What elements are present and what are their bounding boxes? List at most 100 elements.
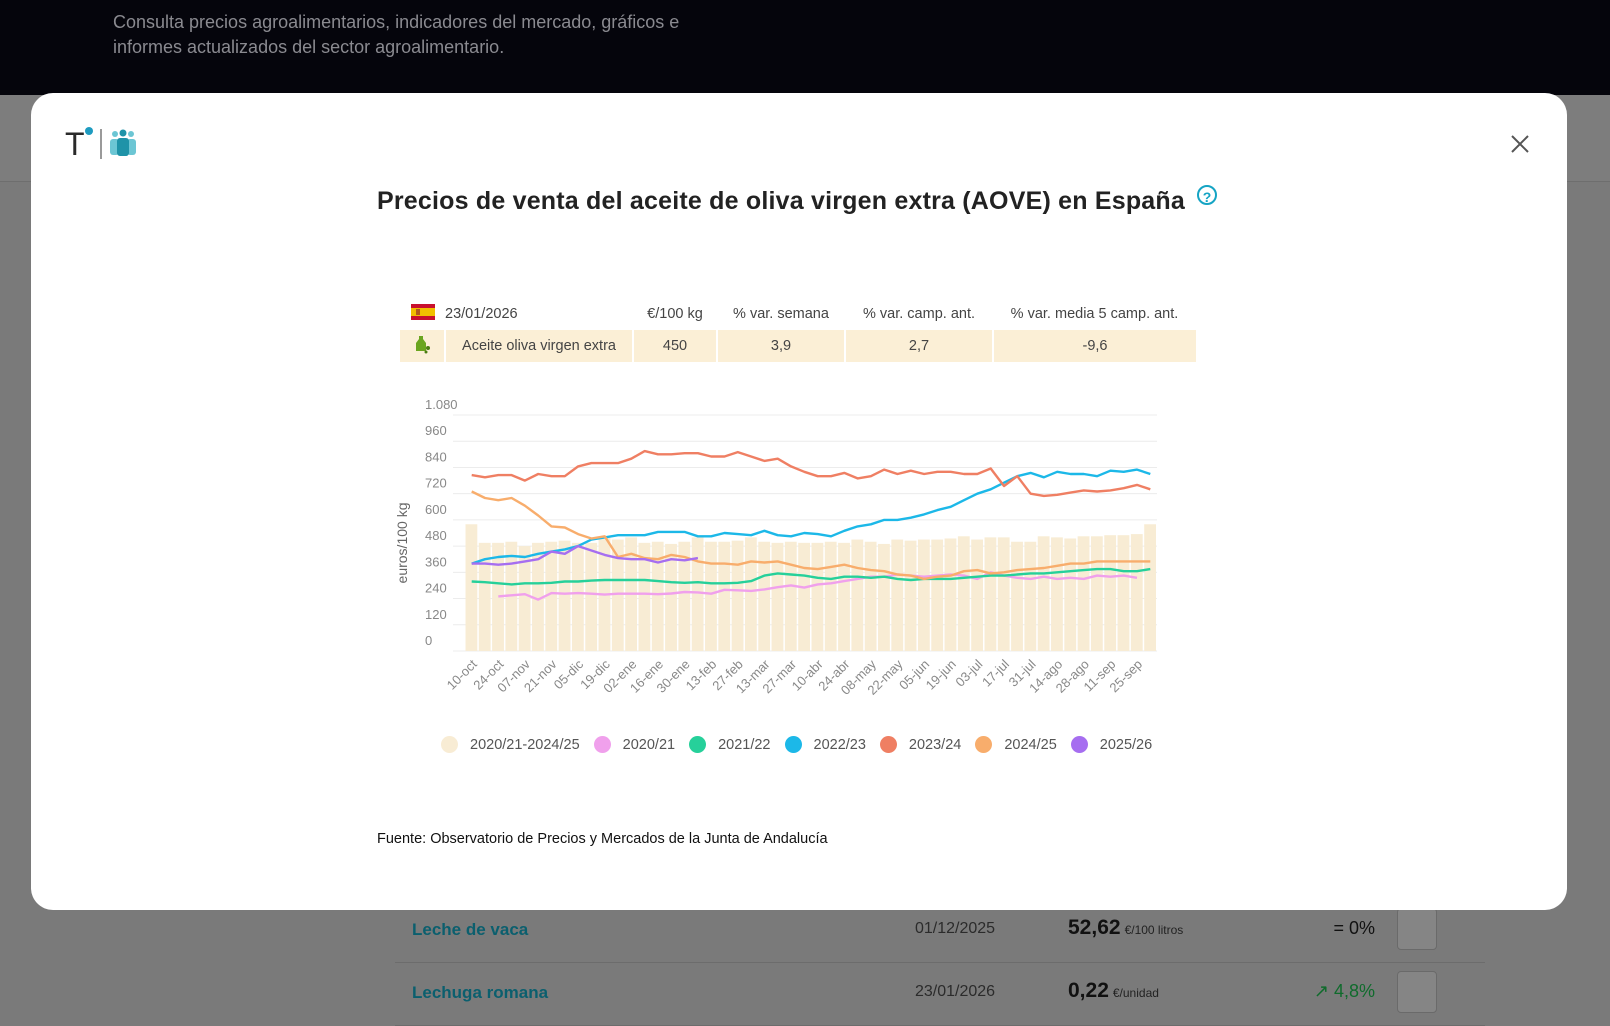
date: 23/01/2026	[445, 306, 518, 322]
chart-thumbnail[interactable]	[1397, 971, 1437, 1013]
bar-average	[917, 539, 930, 651]
chart-title: Precios de venta del aceite de oliva vir…	[377, 187, 1185, 215]
bar-average	[957, 536, 970, 651]
bar-average	[718, 541, 731, 651]
bar-average	[904, 540, 917, 651]
legend-dot-icon	[593, 736, 611, 753]
y-tick-label: 1.080	[425, 397, 458, 412]
bar-average	[585, 542, 598, 651]
product-link[interactable]: Lechuga romana	[412, 983, 549, 1002]
legend-item[interactable]: 2021/22	[689, 736, 771, 753]
legend-label: 2020/21	[622, 736, 676, 753]
series-line-2025-26[interactable]	[471, 544, 699, 566]
series-line-2020-21[interactable]	[498, 571, 1138, 601]
bar-average	[1037, 536, 1050, 651]
bar-average	[638, 542, 651, 651]
olive-oil-icon	[416, 336, 430, 354]
bar-average	[665, 543, 677, 651]
legend-item[interactable]: 2024/25	[975, 736, 1057, 753]
bar-average	[824, 541, 837, 651]
legend-item[interactable]: 2023/24	[879, 736, 962, 753]
y-tick-label: 360	[425, 554, 447, 569]
y-tick-label: 960	[425, 423, 447, 438]
bar-average	[1130, 534, 1143, 651]
bar-average	[851, 539, 864, 651]
bar-average	[1090, 536, 1103, 651]
price: 52,62 €/100 litros	[1068, 916, 1184, 939]
x-tick-label: 19-jun	[923, 657, 959, 693]
product-name: Aceite oliva virgen extra	[444, 330, 633, 362]
price-chart: 0 120 240 360 480 600 720 840 960 1.080 euros/100 …	[394, 397, 1157, 698]
bar-average	[838, 542, 850, 651]
bar-average	[1117, 535, 1130, 651]
y-tick-label: 600	[425, 502, 447, 517]
bar-average	[518, 546, 531, 651]
logo-divider	[100, 129, 102, 159]
legend-label: 2023/24	[908, 736, 962, 753]
bar-average	[611, 539, 624, 651]
close-button[interactable]	[1507, 131, 1533, 157]
legend-dot-icon	[879, 736, 897, 753]
bar-average	[864, 541, 877, 651]
list-item[interactable]: Leche de vaca 01/12/2025 52,62 €/100 litr…	[395, 900, 1485, 963]
price: 0,22 €/unidad	[1068, 979, 1159, 1002]
legend-item[interactable]: 2025/26	[1070, 736, 1153, 753]
bar-average	[931, 539, 944, 651]
bar-average	[984, 537, 997, 651]
bar-average	[878, 543, 890, 651]
source-note: Fuente: Observatorio de Precios y Mercad…	[377, 831, 828, 847]
var-media: -9,6	[992, 330, 1196, 362]
spain-flag-icon	[410, 304, 435, 320]
bar-average	[758, 541, 771, 651]
legend-dot-icon	[1070, 736, 1088, 753]
legend-dot-icon	[441, 736, 458, 753]
legend-item[interactable]: 2020/21	[593, 736, 676, 753]
x-tick-label: 17-jul	[979, 656, 1012, 689]
y-tick-label: 480	[425, 528, 447, 543]
legend-dot-icon	[689, 736, 707, 753]
hero-banner: Consulta precios agroalimentarios, indic…	[0, 0, 1610, 95]
bar-average	[478, 542, 491, 651]
y-tick-label: 240	[425, 581, 447, 596]
help-icon[interactable]: ?	[1197, 185, 1217, 205]
var-semana: 3,9	[716, 330, 845, 362]
close-icon	[1511, 135, 1529, 153]
bar-average	[784, 541, 797, 651]
chart-thumbnail[interactable]	[1397, 908, 1437, 950]
x-tick-label: 03-jul	[952, 656, 985, 689]
bar-average	[798, 542, 810, 651]
variation: ↗ 4,8%	[1313, 981, 1375, 1001]
logo: T	[65, 127, 145, 161]
series-line-2022-23[interactable]	[471, 468, 1151, 565]
bar-average	[744, 537, 757, 651]
legend-label: 2024/25	[1004, 736, 1057, 753]
date: 23/01/2026	[915, 983, 996, 1000]
list-item[interactable]: Lechuga romana 23/01/2026 0,22 €/unidad ↗…	[395, 963, 1485, 1026]
chart-legend: 2020/21-2024/25 2020/21 2021/22 2022/23 2023…	[441, 736, 1166, 753]
bar-average	[771, 542, 784, 651]
legend-item[interactable]: 2022/23	[784, 736, 866, 753]
bar-average	[678, 541, 691, 651]
date: 01/12/2025	[915, 920, 996, 937]
bar-average	[1051, 537, 1063, 651]
y-tick-label: 720	[425, 476, 447, 491]
bar-average	[465, 524, 478, 651]
series-line-2024-25[interactable]	[471, 490, 1151, 581]
summary-table: 23/01/2026 €/100 kg % var. semana % var.…	[400, 298, 1196, 362]
series-line-2021-22[interactable]	[471, 567, 1151, 586]
legend-label: 2022/23	[813, 736, 866, 753]
series-line-2023-24[interactable]	[471, 449, 1151, 498]
bar-average	[1011, 541, 1023, 651]
variation: = 0%	[1333, 918, 1375, 938]
bar-average	[731, 540, 744, 651]
var-media-header: % var. media 5 camp. ant.	[1010, 306, 1179, 322]
y-axis-label: euros/100 kg	[394, 503, 410, 584]
bar-average	[545, 541, 558, 651]
trend-up-icon: ↗	[1313, 981, 1334, 1001]
bar-average	[811, 542, 824, 651]
legend-label: 2025/26	[1099, 736, 1153, 753]
legend-label: 2021/22	[718, 736, 771, 753]
legend-item[interactable]: 2020/21-2024/25	[441, 736, 580, 753]
product-link[interactable]: Leche de vaca	[412, 920, 529, 939]
y-tick-label: 0	[425, 633, 432, 648]
